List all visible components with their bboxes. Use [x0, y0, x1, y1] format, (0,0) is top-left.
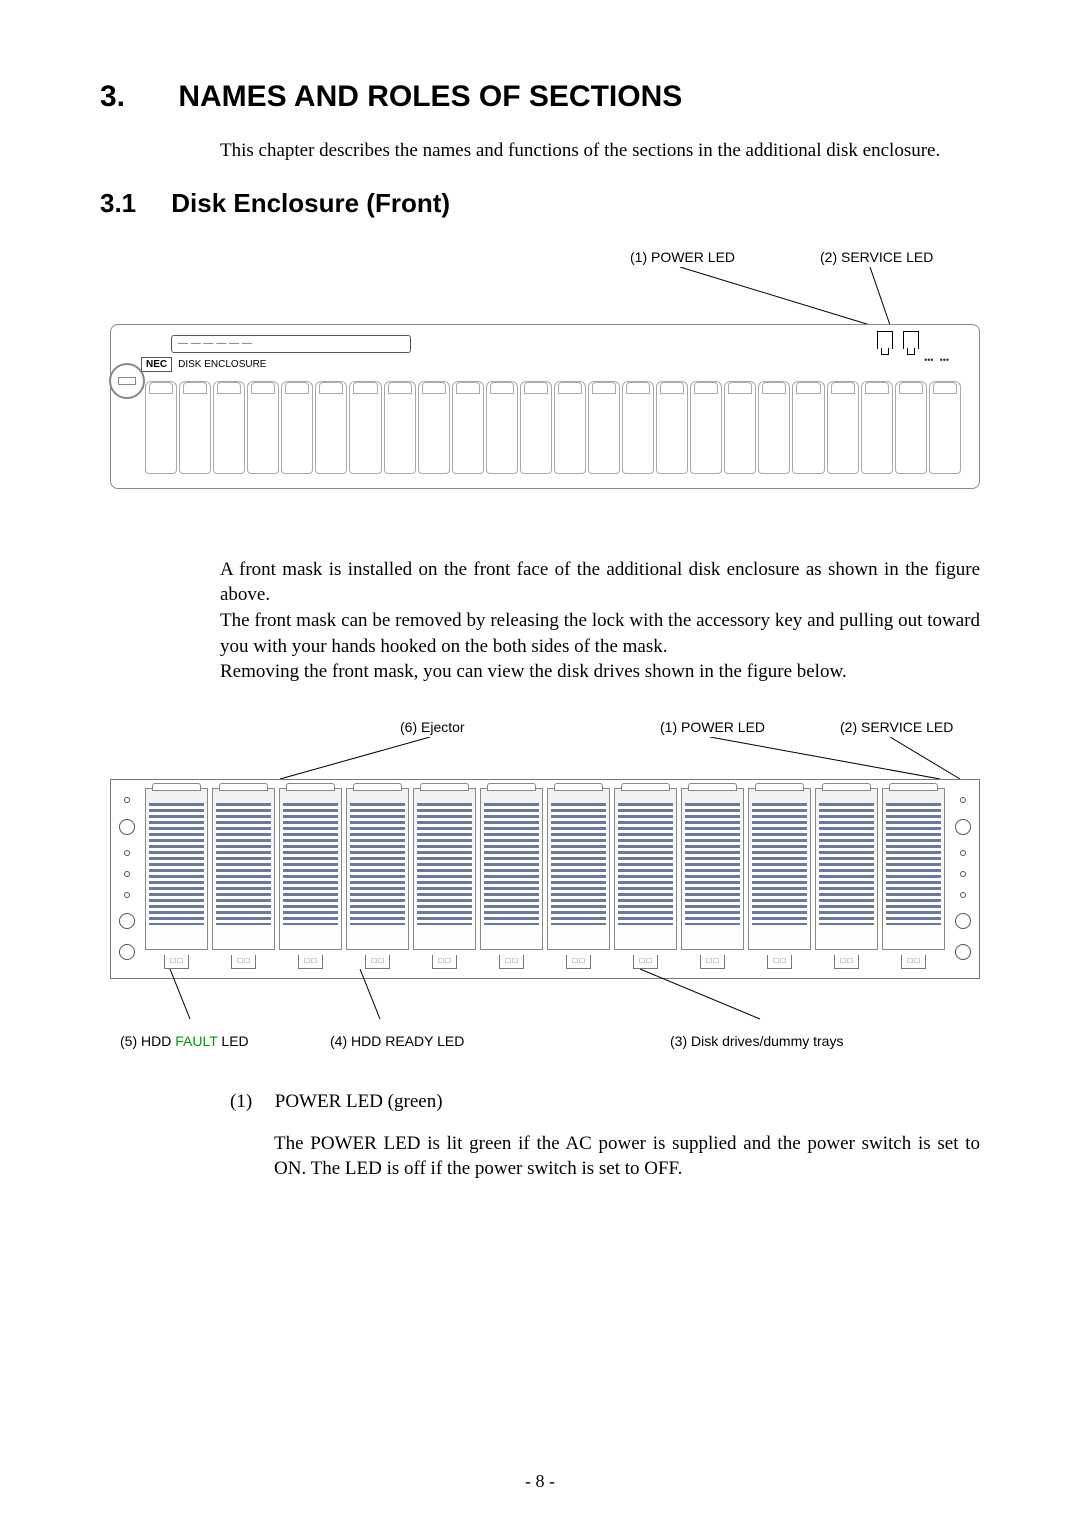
nec-badge: NEC	[141, 357, 172, 372]
section-title: Disk Enclosure (Front)	[171, 188, 450, 218]
badge-row: NEC DISK ENCLOSURE	[141, 357, 266, 372]
label-power-led-2: (1) POWER LED	[660, 719, 765, 735]
bay	[758, 381, 790, 474]
figure-front-mask: (1) POWER LED (2) SERVICE LED — — — — — …	[100, 249, 980, 509]
drive-slot: □ □	[547, 788, 610, 950]
page-number: - 8 -	[0, 1471, 1080, 1492]
power-led-shape	[877, 331, 893, 349]
bay	[554, 381, 586, 474]
bay-row	[145, 381, 961, 474]
bay	[792, 381, 824, 474]
bay	[827, 381, 859, 474]
small-led-indicators: ••••••	[924, 355, 949, 365]
label-service-led: (2) SERVICE LED	[820, 249, 933, 265]
drive-slot: □ □	[480, 788, 543, 950]
para-front-mask-2: The front mask can be removed by releasi…	[220, 608, 980, 659]
chapter-number: 3.	[100, 80, 170, 114]
drive-slot: □ □	[882, 788, 945, 950]
drive-slot: □ □	[413, 788, 476, 950]
drive-slot: □ □	[748, 788, 811, 950]
drive-slot: □ □	[681, 788, 744, 950]
service-led-shape	[903, 331, 919, 349]
drive-slot: □ □	[145, 788, 208, 950]
chapter-title: NAMES AND ROLES OF SECTIONS	[178, 80, 682, 113]
bay	[384, 381, 416, 474]
label-service-led-2: (2) SERVICE LED	[840, 719, 953, 735]
bay	[895, 381, 927, 474]
drive-slot: □ □	[279, 788, 342, 950]
item-title: POWER LED (green)	[275, 1091, 443, 1112]
label-strip: — — — — — —	[171, 335, 411, 353]
label-ejector: (6) Ejector	[400, 719, 465, 735]
bay	[486, 381, 518, 474]
led-pair	[877, 331, 919, 349]
bay	[349, 381, 381, 474]
bay	[452, 381, 484, 474]
chapter-heading: 3. NAMES AND ROLES OF SECTIONS	[100, 80, 980, 114]
bay	[861, 381, 893, 474]
bay	[247, 381, 279, 474]
item-description: The POWER LED is lit green if the AC pow…	[274, 1131, 980, 1182]
bay	[588, 381, 620, 474]
para-front-mask-3: Removing the front mask, you can view th…	[220, 659, 980, 685]
bay	[724, 381, 756, 474]
section-heading: 3.1 Disk Enclosure (Front)	[100, 188, 980, 219]
drive-slot: □ □	[212, 788, 275, 950]
slot-row: □ □□ □□ □□ □□ □□ □□ □□ □□ □□ □□ □□ □	[145, 788, 945, 950]
figure-disk-drives: (6) Ejector (1) POWER LED (2) SERVICE LE…	[100, 719, 980, 1049]
bay	[179, 381, 211, 474]
intro-paragraph: This chapter describes the names and fun…	[220, 138, 980, 164]
leader-lines-fig2-top	[100, 737, 980, 785]
bay	[213, 381, 245, 474]
bay	[656, 381, 688, 474]
enclosure-badge-text: DISK ENCLOSURE	[178, 359, 266, 370]
bay	[145, 381, 177, 474]
chassis: □ □□ □□ □□ □□ □□ □□ □□ □□ □□ □□ □□ □	[110, 779, 980, 979]
bay	[520, 381, 552, 474]
item-power-led: (1) POWER LED (green) The POWER LED is l…	[230, 1091, 980, 1182]
chassis-side-right	[951, 784, 975, 974]
label-power-led: (1) POWER LED	[630, 249, 735, 265]
thumb-screw-icon	[109, 363, 145, 399]
section-number: 3.1	[100, 188, 164, 219]
leader-lines-fig2-bottom	[100, 969, 980, 1029]
drive-slot: □ □	[614, 788, 677, 950]
explanation-block: A front mask is installed on the front f…	[220, 557, 980, 685]
fault-text: FAULT	[175, 1033, 217, 1049]
para-front-mask-1: A front mask is installed on the front f…	[220, 557, 980, 608]
bay	[690, 381, 722, 474]
enclosure-front-panel: — — — — — — •••••• NEC DISK ENCLOSURE	[110, 324, 980, 489]
bay	[281, 381, 313, 474]
label-drives: (3) Disk drives/dummy trays	[670, 1033, 843, 1049]
chassis-side-left	[115, 784, 139, 974]
bay	[929, 381, 961, 474]
bay	[418, 381, 450, 474]
bay	[622, 381, 654, 474]
item-number: (1)	[230, 1091, 270, 1113]
label-hdd-fault: (5) HDD FAULT LED	[120, 1033, 249, 1049]
drive-slot: □ □	[346, 788, 409, 950]
leader-lines-fig1	[100, 267, 980, 327]
bay	[315, 381, 347, 474]
drive-slot: □ □	[815, 788, 878, 950]
label-hdd-ready: (4) HDD READY LED	[330, 1033, 464, 1049]
